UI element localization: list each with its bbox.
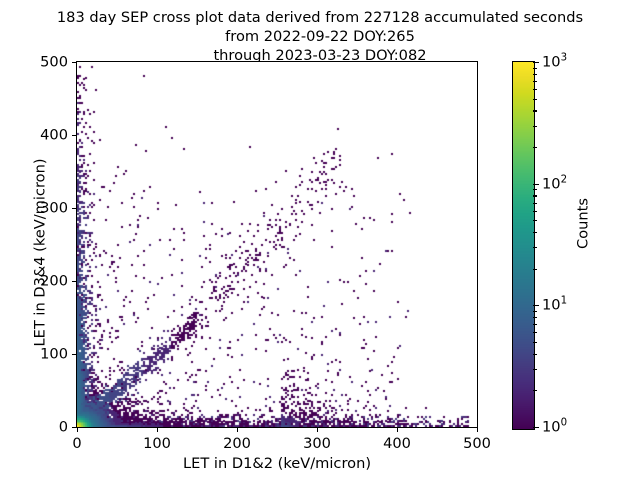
x-tick-label-500: 500 (463, 435, 491, 452)
colorbar-minor-tick (533, 80, 537, 82)
colorbar-minor-tick (533, 98, 537, 100)
colorbar-tick-1e3 (533, 62, 539, 64)
colorbar-minor-tick (533, 341, 537, 344)
x-tick-label-100: 100 (143, 435, 171, 452)
chart-title-line-1: 183 day SEP cross plot data derived from… (56, 9, 584, 26)
colorbar-minor-tick (533, 125, 537, 127)
y-axis-label: LET in D3&4 (keV/micron) (31, 158, 49, 347)
colorbar-minor-tick (533, 353, 537, 355)
x-tick-label-200: 200 (223, 435, 251, 452)
colorbar-tick-label-1e1: 101 (542, 295, 568, 314)
y-tick-400 (72, 135, 76, 137)
colorbar-tick-label-1e2: 102 (542, 174, 568, 193)
colorbar-minor-tick (533, 147, 537, 149)
colorbar-minor-tick (533, 202, 537, 204)
y-tick-label-100: 100 (40, 345, 68, 363)
x-tick-400 (397, 428, 399, 432)
chart-title: 183 day SEP cross plot data derived from… (0, 8, 640, 65)
colorbar-minor-tick (533, 268, 537, 270)
colorbar-minor-tick (533, 220, 537, 222)
x-tick-500 (477, 428, 479, 432)
x-tick-label-300: 300 (303, 435, 331, 452)
colorbar-minor-tick (533, 195, 537, 197)
colorbar-minor-tick (533, 390, 537, 392)
colorbar-label: Counts (574, 198, 592, 249)
colorbar-tick-1e1 (533, 305, 539, 307)
colorbar-gradient (512, 61, 535, 430)
plot-axes (76, 61, 478, 428)
x-tick-300 (317, 428, 319, 432)
x-tick-label-0: 0 (72, 435, 82, 452)
colorbar-minor-tick (533, 247, 537, 249)
colorbar-minor-tick (533, 88, 537, 91)
colorbar-minor-tick (533, 189, 537, 191)
colorbar-minor-tick (533, 324, 537, 326)
y-tick-label-300: 300 (40, 199, 68, 217)
chart-title-line-2: from 2022-09-22 DOY:265 (225, 28, 415, 45)
x-tick-100 (157, 428, 159, 432)
y-tick-label-500: 500 (40, 53, 68, 71)
y-tick-300 (72, 208, 76, 210)
colorbar-minor-tick (533, 310, 537, 312)
x-tick-0 (77, 428, 79, 432)
colorbar (512, 61, 535, 430)
colorbar-minor-tick (533, 232, 537, 234)
colorbar-minor-tick (533, 368, 537, 371)
chart-title-line-3: through 2023-03-23 DOY:082 (213, 47, 427, 64)
x-axis-label: LET in D1&2 (keV/micron) (182, 455, 372, 472)
x-tick-label-400: 400 (383, 435, 411, 452)
y-tick-label-0: 0 (58, 418, 68, 436)
colorbar-minor-tick (533, 332, 537, 334)
colorbar-minor-tick (533, 317, 537, 319)
colorbar-minor-tick (533, 210, 537, 212)
y-tick-100 (72, 354, 76, 356)
y-tick-label-200: 200 (40, 272, 68, 290)
colorbar-minor-tick (533, 67, 537, 69)
y-tick-200 (72, 281, 76, 283)
colorbar-tick-1e0 (533, 427, 539, 429)
colorbar-minor-tick (533, 110, 537, 112)
colorbar-minor-tick (533, 73, 537, 75)
y-tick-0 (72, 427, 76, 429)
y-tick-label-400: 400 (40, 126, 68, 144)
y-tick-500 (72, 62, 76, 64)
colorbar-tick-label-1e0: 100 (542, 417, 568, 436)
colorbar-tick-1e2 (533, 183, 539, 185)
colorbar-tick-label-1e3: 103 (542, 52, 568, 71)
scatter-data-layer (77, 62, 477, 427)
x-tick-200 (237, 428, 239, 432)
